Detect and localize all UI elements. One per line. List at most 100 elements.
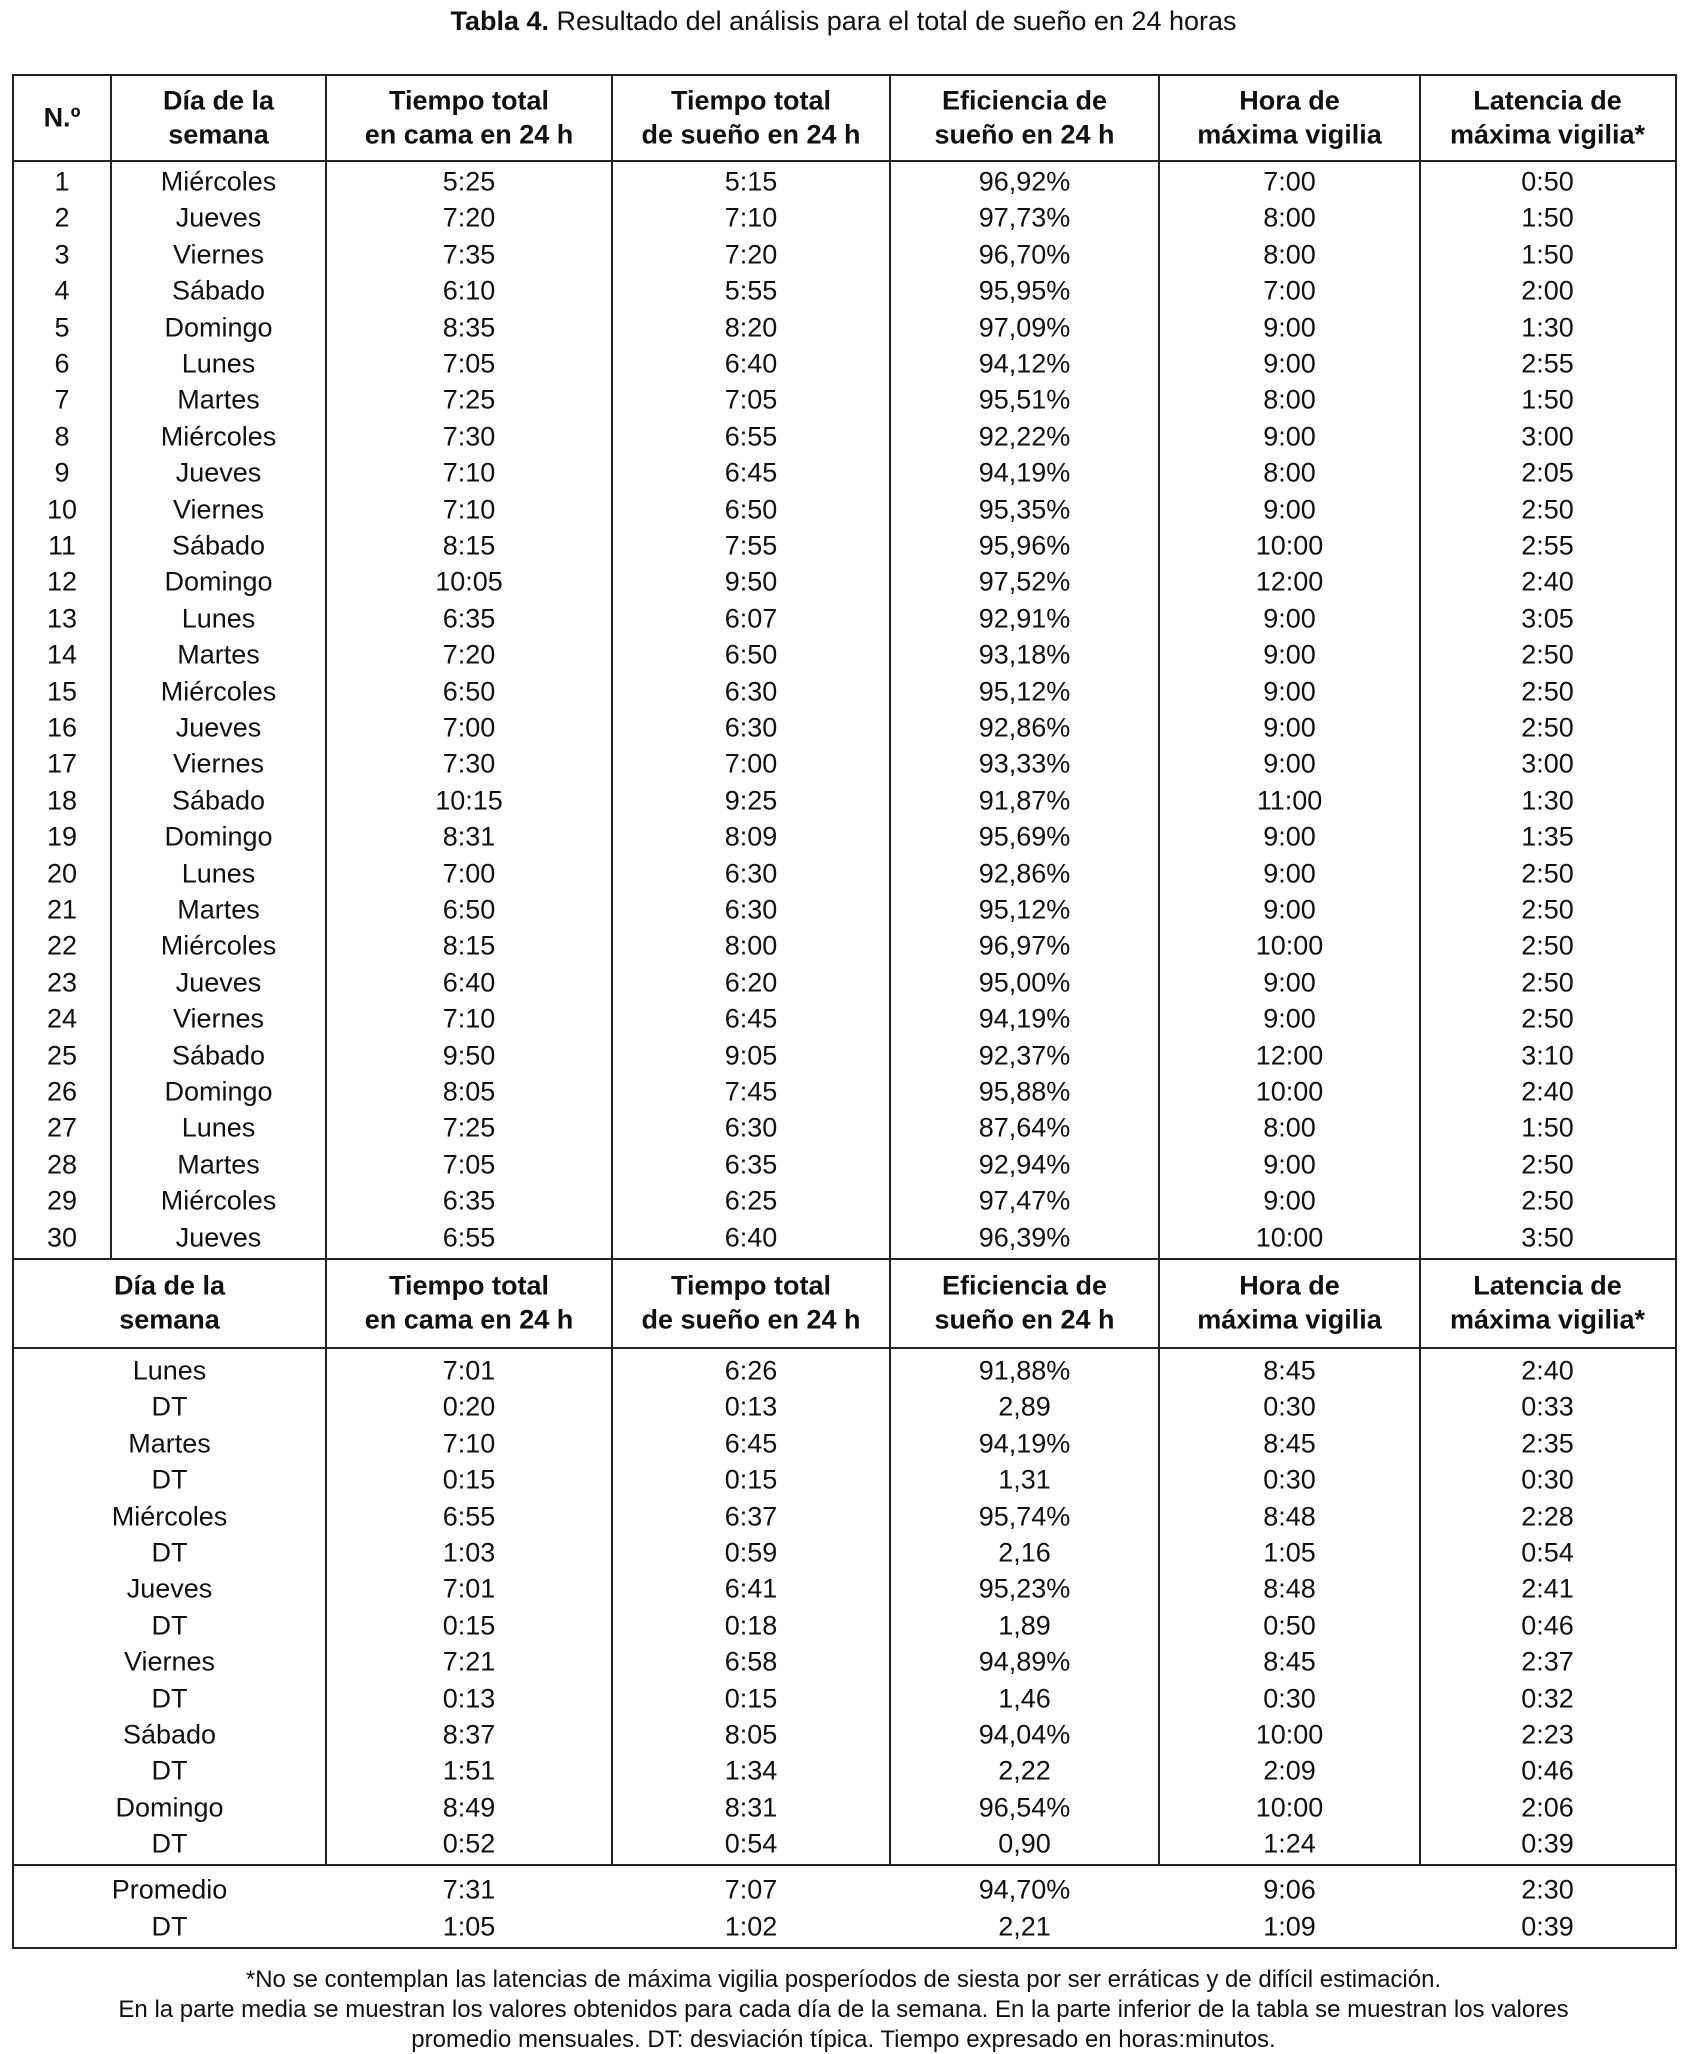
column-line (1158, 74, 1160, 1865)
table-cell: Lunes (132, 1355, 207, 1386)
table-cell: Miércoles (111, 1501, 228, 1532)
table-cell: 2:50 (1521, 894, 1574, 925)
table-cell: Jueves (175, 457, 262, 488)
table-cell: 6:45 (724, 1003, 778, 1034)
table-cell: Jueves (126, 1573, 213, 1604)
table-cell: 91,88% (978, 1355, 1071, 1386)
column-line (110, 74, 112, 1259)
table-cell: 1:05 (442, 1911, 496, 1942)
table-cell: 1:50 (1521, 202, 1574, 233)
header-cell: de sueño en 24 h (641, 119, 861, 150)
table-cell: 8:15 (442, 530, 496, 561)
table-cell: 6:40 (724, 348, 778, 379)
table-cell: 95,69% (978, 821, 1071, 852)
table-cell: 7:20 (724, 239, 778, 270)
table-cell: 7:55 (724, 530, 778, 561)
table-cell: 9:05 (724, 1040, 778, 1071)
header-cell: en cama en 24 h (364, 119, 574, 150)
table-cell: 21 (46, 894, 78, 925)
table-cell: 6:50 (442, 676, 496, 707)
table-cell: 2:30 (1521, 1874, 1574, 1905)
table-cell: 8:00 (1263, 457, 1316, 488)
table-cell: 1:24 (1263, 1828, 1316, 1859)
table-cell: 95,23% (978, 1573, 1071, 1604)
header-cell: Hora de (1239, 85, 1340, 116)
header-cell: Tiempo total (670, 1270, 832, 1301)
table-cell: 92,86% (978, 858, 1071, 889)
table-cell: 2:50 (1521, 858, 1574, 889)
table-cell: 8:05 (442, 1076, 496, 1107)
rule (13, 160, 1677, 162)
table-cell: Sábado (122, 1719, 217, 1750)
table-cell: 10 (46, 494, 78, 525)
table-cell: 8:45 (1263, 1646, 1316, 1677)
border (1675, 74, 1677, 1949)
table-cell: 17 (46, 748, 78, 779)
table-cell: 8:48 (1263, 1501, 1316, 1532)
table-cell: Miércoles (160, 676, 277, 707)
table-cell: 5:55 (724, 275, 778, 306)
table-cell: 94,12% (978, 348, 1071, 379)
table-cell: DT (151, 1828, 188, 1859)
rule (13, 1347, 1677, 1349)
table-cell: 0:50 (1521, 166, 1574, 197)
table-cell: 8:15 (442, 930, 496, 961)
column-line (889, 74, 891, 1865)
title-text: Resultado del análisis para el total de … (556, 6, 1237, 36)
title-label: Tabla 4. (450, 6, 550, 36)
table-cell: 1:34 (724, 1755, 778, 1786)
table-cell: 6:50 (724, 494, 778, 525)
table-cell: 6:30 (724, 858, 778, 889)
footnote: *No se contemplan las latencias de máxim… (245, 1966, 1442, 1993)
table-cell: 9:00 (1263, 894, 1316, 925)
table-cell: Viernes (172, 748, 265, 779)
table-cell: 2:23 (1521, 1719, 1574, 1750)
table-cell: 7:20 (442, 202, 496, 233)
table-cell: 9:00 (1263, 1149, 1316, 1180)
table-cell: 2:50 (1521, 930, 1574, 961)
table-cell: 9:00 (1263, 421, 1316, 452)
table-cell: 9:00 (1263, 348, 1316, 379)
table-cell: 0,90 (998, 1828, 1051, 1859)
table-cell: DT (151, 1911, 188, 1942)
table-cell: 6:20 (724, 967, 778, 998)
table-cell: 6:40 (724, 1222, 778, 1253)
table-cell: 9:00 (1263, 494, 1316, 525)
table-cell: 2:37 (1521, 1646, 1574, 1677)
table-cell: 0:54 (724, 1828, 778, 1859)
column-line (325, 74, 327, 1865)
header-cell: Tiempo total (388, 85, 550, 116)
table-cell: 7:01 (442, 1355, 496, 1386)
table-cell: 1,31 (998, 1464, 1051, 1495)
table-cell: 1:09 (1263, 1911, 1316, 1942)
table-cell: 2:50 (1521, 494, 1574, 525)
table-cell: 7:30 (442, 748, 496, 779)
table-cell: 5:15 (724, 166, 778, 197)
table-cell: 0:39 (1521, 1911, 1574, 1942)
table-cell: 7:07 (724, 1874, 778, 1905)
table-cell: 10:00 (1255, 930, 1324, 961)
table-cell: 7:45 (724, 1076, 778, 1107)
table-cell: 1:50 (1521, 384, 1574, 415)
header-cell: Día de la (113, 1270, 226, 1301)
table-cell: 9:00 (1263, 967, 1316, 998)
table-cell: 11 (47, 530, 77, 561)
table-cell: 11:00 (1256, 785, 1323, 816)
table-cell: 0:50 (1263, 1610, 1316, 1641)
table-cell: 92,86% (978, 712, 1071, 743)
table-cell: 0:18 (724, 1610, 778, 1641)
table-title: Tabla 4. Resultado del análisis para el … (0, 6, 1687, 37)
table-cell: 6:37 (724, 1501, 778, 1532)
table-cell: Jueves (175, 202, 262, 233)
table-cell: 1:03 (442, 1537, 496, 1568)
table-cell: 12:00 (1255, 566, 1324, 597)
table-cell: 1,89 (998, 1610, 1051, 1641)
table-cell: 3:00 (1521, 421, 1574, 452)
table-cell: Jueves (175, 1222, 262, 1253)
table-cell: 2,89 (998, 1391, 1051, 1422)
table-cell: 7:21 (442, 1646, 496, 1677)
table-cell: 1 (54, 166, 70, 197)
table-cell: 10:05 (435, 566, 503, 597)
header-cell: máxima vigilia* (1449, 119, 1646, 150)
